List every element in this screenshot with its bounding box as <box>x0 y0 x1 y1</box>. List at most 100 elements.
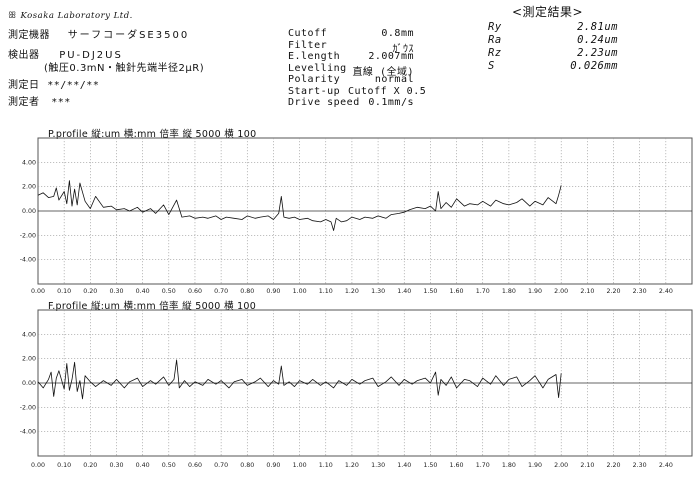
p-y-tick-label: 2.00 <box>22 184 36 191</box>
f-x-tick-label: 1.70 <box>476 462 490 469</box>
result-label: S <box>488 60 495 72</box>
p-x-tick-label: 1.10 <box>319 288 333 295</box>
results-title: <測定結果> <box>512 5 584 19</box>
result-label: Ry <box>488 21 502 33</box>
condition-label: Drive speed <box>288 97 360 108</box>
stylus-row: 検出器 PU-DJ2US <box>8 46 123 61</box>
operator-row: 測定者 *** <box>8 93 71 108</box>
logo-text: Kosaka Laboratory Ltd. <box>20 11 133 21</box>
p-x-tick-label: 0.30 <box>109 288 123 295</box>
p-x-tick-label: 0.80 <box>240 288 254 295</box>
date-value: **/**/** <box>47 80 100 91</box>
p-x-tick-label: 0.70 <box>214 288 228 295</box>
f-x-tick-label: 2.40 <box>659 462 673 469</box>
result-label: Ra <box>488 34 502 46</box>
f-x-tick-label: 2.30 <box>633 462 647 469</box>
stylus-label: 検出器 <box>8 50 40 61</box>
stylus-note: (触圧0.3mN・触針先端半径2μR) <box>44 63 205 74</box>
f-profile-line <box>37 359 562 400</box>
f-x-tick-label: 1.10 <box>319 462 333 469</box>
result-label: Rz <box>488 47 502 59</box>
f-x-tick-label: 0.80 <box>240 462 254 469</box>
p-x-tick-label: 0.90 <box>266 288 280 295</box>
condition-value: 0.1mm/s <box>368 97 414 108</box>
p-y-tick-label: -4.00 <box>20 257 36 264</box>
condition-label: Levelling <box>288 62 347 74</box>
f-x-tick-label: 2.20 <box>607 462 621 469</box>
f-x-tick-label: 0.60 <box>188 462 202 469</box>
operator-value: *** <box>51 97 71 108</box>
f-x-tick-label: 0.40 <box>136 462 150 469</box>
p-x-tick-label: 1.40 <box>397 288 411 295</box>
p-x-tick-label: 0.00 <box>31 288 45 295</box>
f-x-tick-label: 2.00 <box>554 462 568 469</box>
p-x-tick-label: 1.80 <box>502 288 516 295</box>
condition-label: Start-up <box>288 85 341 97</box>
p-x-tick-label: 0.20 <box>83 288 97 295</box>
f-y-tick-label: 0.00 <box>22 380 36 387</box>
instrument-row: 測定機器 サーフコーダSE3500 <box>8 26 189 41</box>
result-value: 2.23um <box>577 47 618 59</box>
p-x-tick-label: 2.30 <box>633 288 647 295</box>
f-x-tick-label: 0.20 <box>83 462 97 469</box>
f-x-tick-label: 1.50 <box>423 462 437 469</box>
instrument-value: サーフコーダSE3500 <box>67 30 190 41</box>
f-x-tick-label: 0.10 <box>57 462 71 469</box>
p-x-tick-label: 2.10 <box>580 288 594 295</box>
result-value: 0.24um <box>577 34 618 46</box>
p-x-tick-label: 1.90 <box>528 288 542 295</box>
p-y-tick-label: 4.00 <box>22 159 36 166</box>
f-x-tick-label: 1.30 <box>371 462 385 469</box>
company-logo: ꕥ Kosaka Laboratory Ltd. <box>8 10 133 21</box>
p-profile-line <box>37 180 562 231</box>
p-x-tick-label: 2.20 <box>607 288 621 295</box>
f-x-tick-label: 0.90 <box>266 462 280 469</box>
f-x-tick-label: 1.20 <box>345 462 359 469</box>
f-y-tick-label: 2.00 <box>22 356 36 363</box>
p-x-tick-label: 0.50 <box>162 288 176 295</box>
f-x-tick-label: 1.90 <box>528 462 542 469</box>
logo-mark-icon: ꕥ <box>8 11 17 21</box>
f-x-tick-label: 1.40 <box>397 462 411 469</box>
f-x-tick-label: 0.50 <box>162 462 176 469</box>
p-x-tick-label: 1.50 <box>423 288 437 295</box>
p-profile-title: P.profile 縦:um 横:mm 倍率 縦 5000 横 100 <box>48 129 257 140</box>
f-y-tick-label: -4.00 <box>20 429 36 436</box>
condition-value: 0.8mm <box>381 28 414 39</box>
f-x-tick-label: 0.30 <box>109 462 123 469</box>
date-row: 測定日 **/**/** <box>8 76 99 91</box>
p-x-tick-label: 0.40 <box>136 288 150 295</box>
condition-label: Polarity <box>288 74 341 85</box>
f-y-tick-label: -2.00 <box>20 404 36 411</box>
f-x-tick-label: 2.10 <box>580 462 594 469</box>
stylus-value: PU-DJ2US <box>59 50 123 61</box>
condition-label: Cutoff <box>288 28 328 39</box>
condition-value: ｶﾞｳｽ <box>392 43 414 55</box>
f-x-tick-label: 0.70 <box>214 462 228 469</box>
condition-value: normal <box>374 74 414 85</box>
f-y-tick-label: 4.00 <box>22 331 36 338</box>
p-y-tick-label: 0.00 <box>22 208 36 215</box>
p-x-tick-label: 1.60 <box>450 288 464 295</box>
f-profile-title: F.profile 縦:um 横:mm 倍率 縦 5000 横 100 <box>48 301 257 312</box>
condition-value: 直線 (全域) <box>352 66 414 78</box>
f-x-tick-label: 1.00 <box>293 462 307 469</box>
result-value: 0.026mm <box>570 60 618 72</box>
f-x-tick-label: 1.60 <box>450 462 464 469</box>
p-x-tick-label: 0.60 <box>188 288 202 295</box>
date-label: 測定日 <box>8 80 40 91</box>
p-x-tick-label: 1.70 <box>476 288 490 295</box>
operator-label: 測定者 <box>8 97 40 108</box>
p-x-tick-label: 0.10 <box>57 288 71 295</box>
result-value: 2.81um <box>577 21 618 33</box>
condition-label: Filter <box>288 39 328 51</box>
p-y-tick-label: -2.00 <box>20 232 36 239</box>
p-x-tick-label: 2.40 <box>659 288 673 295</box>
instrument-label: 測定機器 <box>8 30 50 41</box>
f-x-tick-label: 1.80 <box>502 462 516 469</box>
condition-label: E.length <box>288 51 341 62</box>
p-x-tick-label: 2.00 <box>554 288 568 295</box>
f-x-tick-label: 0.00 <box>31 462 45 469</box>
condition-value: 2.007mm <box>368 51 414 62</box>
